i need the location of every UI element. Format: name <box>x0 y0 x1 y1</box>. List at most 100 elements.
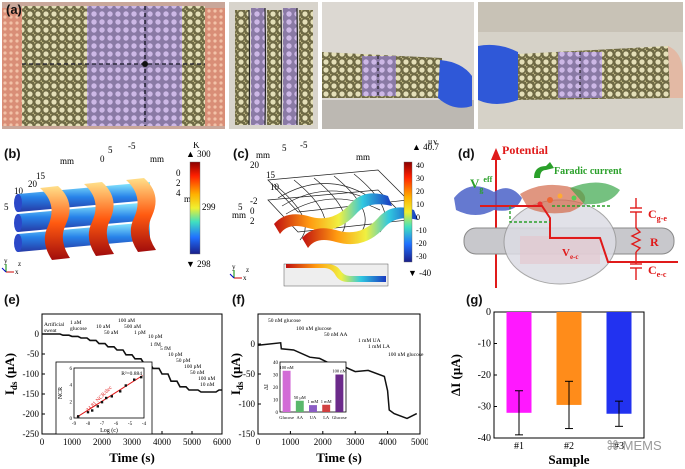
textile-flat-illustration <box>2 2 225 129</box>
b-tick-c2: 4 <box>176 188 181 198</box>
e-inset-point <box>105 396 108 400</box>
e-trace <box>42 333 222 393</box>
g-ytick-label: -30 <box>478 402 491 413</box>
f-inset-ytick: 40 <box>273 361 279 366</box>
g-bar <box>606 312 632 414</box>
b-tick-a0: 15 <box>36 171 46 181</box>
e-annotation: 5 fM <box>160 345 171 352</box>
f-ytick-label: -150 <box>239 429 256 439</box>
e-annotation: 10 pM <box>168 352 183 358</box>
f-annotation: 1 mM UA <box>358 338 381 344</box>
e-xtick-label: 1000 <box>63 437 82 447</box>
f-inset-bar-label: 100 nM <box>332 369 346 374</box>
e-inset-point <box>110 395 113 398</box>
f-annotation: 1 mM LA <box>368 344 390 350</box>
g-ytick-label: 0 <box>486 307 491 318</box>
b-tick-c1: 2 <box>176 178 181 188</box>
svg-text:-30: -30 <box>416 252 427 261</box>
svg-text:-20: -20 <box>416 239 427 248</box>
watermark: ⌘ MEMS <box>606 438 662 453</box>
c-tick-a1: 15 <box>266 170 276 180</box>
g-category: #1 <box>514 441 524 452</box>
svg-text:10: 10 <box>416 200 424 209</box>
e-ytick-label: -100 <box>23 369 40 379</box>
e-inset-point <box>91 409 94 412</box>
panel-label-d: (d) <box>458 146 475 161</box>
d-vg-eff: Vgeff <box>470 175 493 194</box>
svg-text:30: 30 <box>416 174 424 183</box>
svg-text:x: x <box>15 268 19 276</box>
f-inset-bar <box>322 404 331 412</box>
f-xtick-label: 4000 <box>379 437 398 447</box>
b-axis-mm-2: mm <box>150 154 164 164</box>
c-cb-min: ▼ -40 <box>408 268 432 278</box>
f-inset-ylabel: ΔI <box>264 384 270 390</box>
b-axes-triad: x y z <box>1 257 21 276</box>
f-xtick-label: 3000 <box>346 437 365 447</box>
f-inset-bar-label: 1 mM <box>321 399 332 404</box>
e-annotation: 100 aM <box>118 318 135 324</box>
e-inset-ytick: 0 <box>70 417 73 422</box>
f-inset-category: AA <box>297 415 304 420</box>
svg-text:z: z <box>18 260 21 268</box>
e-annotation: 1 fM <box>150 341 161 348</box>
f-inset-category: UA <box>310 415 317 420</box>
f-inset-category: LA <box>323 415 330 420</box>
e-xtick-label: 6000 <box>213 437 232 447</box>
b-tick-c0: 0 <box>176 168 181 178</box>
e-inset-axes <box>73 367 145 419</box>
e-annotation: 50 pM <box>176 358 191 364</box>
e-annotation: sweat <box>44 328 57 334</box>
textile-wrist-illustration <box>478 2 683 129</box>
e-inset-xtick: -8 <box>86 422 91 427</box>
b-tick-a3: 20 <box>28 179 38 189</box>
panel-label-a: (a) <box>6 2 22 17</box>
e-ytick-label: -150 <box>23 389 40 399</box>
f-inset-ytick: 20 <box>273 386 279 391</box>
e-inset-xlabel: Log (c) <box>100 427 118 434</box>
d-r: R <box>650 235 659 249</box>
f-inset-bar-label: 1 mM <box>308 399 319 404</box>
svg-text:0: 0 <box>416 213 420 222</box>
d-vec: Ve-c <box>562 247 579 261</box>
b-tick-top-1: 5 <box>108 145 113 155</box>
e-annotation: 500 aM <box>124 324 141 330</box>
c-unit: μV <box>428 140 438 146</box>
c-axis-mm-2: mm <box>356 152 370 162</box>
c-colorbar <box>403 161 413 263</box>
e-xtick-label: 2000 <box>93 437 112 447</box>
f-inset-bar <box>282 370 291 412</box>
c-cb-max: ▲ 40.7 <box>412 142 439 152</box>
b-tick-0: 0 <box>100 154 105 164</box>
c-tick-a0: 20 <box>250 160 260 170</box>
f-xlabel: Time (s) <box>316 450 362 465</box>
e-inset-point <box>96 405 99 408</box>
e-inset-point <box>86 410 90 414</box>
b-cb-min: ▼ 298 <box>186 259 211 269</box>
c-tick-5: 5 <box>282 143 287 153</box>
b-axis-mm-1: mm <box>60 156 74 166</box>
e-annotation: 50 aM <box>104 330 118 336</box>
svg-text:x: x <box>243 274 247 282</box>
e-inset-ylabel: NCR <box>58 387 64 399</box>
svg-text:y: y <box>4 257 8 265</box>
c-axes-triad: x y z <box>229 263 249 282</box>
c-axis-mm-1: mm <box>256 150 270 160</box>
f-inset-bar <box>335 374 344 412</box>
f-inset-bar <box>295 400 304 412</box>
e-annotation: 10 aM <box>96 324 110 330</box>
f-ytick-label: -50 <box>243 369 255 379</box>
mechanism-schematic: Potential Vgeff Faradic current Ve-c <box>454 143 678 288</box>
svg-text:z: z <box>246 266 249 274</box>
f-ytick-label: -100 <box>239 399 256 409</box>
e-annotation: 100 pM <box>184 364 201 370</box>
f-inset-bar-label: 100 nM <box>280 365 294 370</box>
c-tick-c1: 0 <box>250 206 255 216</box>
c-tick-m5: -5 <box>300 140 308 150</box>
g-ytick-label: -20 <box>478 370 491 381</box>
f-inset-bar-label: 50 μM <box>294 395 306 400</box>
c-tick-a3: 5 <box>238 202 243 212</box>
f-ytick-label: 0 <box>251 339 256 349</box>
e-inset-xtick: -5 <box>128 422 133 427</box>
